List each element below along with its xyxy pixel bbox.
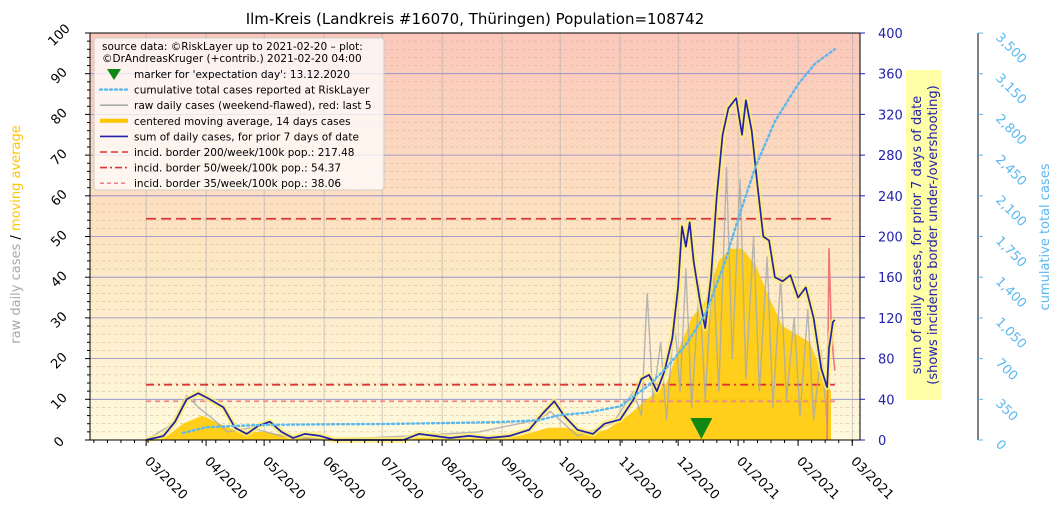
left-axis-tick-label: 30: [48, 309, 70, 331]
left-axis-tick-label: 40: [48, 269, 70, 291]
left-axis-tick-label: 70: [48, 146, 70, 168]
moving-average-fill: [146, 248, 832, 440]
right-axis-2-tick-label: 700: [992, 356, 1020, 384]
source-note: ©DrAndreasKruger (+contrib.) 2021-02-20 …: [102, 53, 362, 65]
right-axis-2-tick-label: 1,750: [992, 234, 1029, 271]
legend-marker-triangle: [107, 69, 121, 80]
left-axis-tick-label: 50: [48, 228, 70, 250]
x-axis-tick-label: 05/2020: [259, 454, 308, 503]
right-axis-2-tick-label: 350: [992, 397, 1020, 425]
left-axis-tick-label: 10: [48, 391, 70, 413]
right-axis-1-tick-label: 360: [878, 68, 903, 83]
incidence-borders: [146, 217, 835, 403]
left-axis-label-part: /: [9, 235, 24, 244]
right-axis-2-tick-label: 2,100: [992, 193, 1029, 230]
left-axis-tick-label: 0: [51, 434, 67, 450]
legend-frame: [93, 37, 385, 191]
x-axis-tick-label: 04/2020: [201, 454, 250, 503]
x-axis-tick-label: 03/2021: [847, 454, 896, 503]
x-axis-tick-label: 10/2020: [555, 454, 604, 503]
legend-entry-label: incid. border 50/week/100k pop.: 54.37: [134, 163, 341, 175]
right-axis-1-tick-label: 280: [878, 149, 903, 164]
raw-daily-cases-last5-line: [826, 247, 836, 441]
right-axis-1-tick-label: 200: [878, 231, 903, 246]
x-axis-tick-label: 07/2020: [377, 454, 426, 503]
x-axis-tick-label: 08/2020: [437, 454, 486, 503]
moving-average-area: [146, 248, 832, 440]
right-axis-1-tick-label: 160: [878, 271, 903, 286]
right-axis-1-tick-label: 400: [878, 27, 903, 42]
x-axis-tick-label: 12/2020: [673, 454, 722, 503]
right-axis-2-tick-label: 1,400: [992, 274, 1029, 311]
x-axis-tick-label: 01/2021: [733, 454, 782, 503]
expectation-day-marker: [690, 418, 713, 439]
left-axis-label: raw daily cases / moving average: [9, 125, 24, 343]
left-axis-tick-label: 80: [48, 106, 70, 128]
legend-entry-label: centered moving average, 14 days cases: [134, 116, 351, 128]
left-axis-tick-label: 20: [48, 350, 70, 372]
legend: source data: ©RiskLayer up to 2021-02-20…: [93, 37, 385, 191]
right-axis-1-label: sum of daily cases, for prior 7 days of …: [910, 96, 925, 375]
series-lines: [145, 48, 838, 443]
right-axis-2-label: cumulative total cases: [1038, 163, 1053, 310]
right-axis-1-tick-label: 240: [878, 190, 903, 205]
left-axis-tick-label: 90: [48, 65, 70, 87]
legend-entry-label: sum of daily cases, for prior 7 days of …: [134, 131, 359, 143]
legend-entry-label: raw daily cases (weekend-flawed), red: l…: [134, 100, 372, 112]
right-axis-1-label-box: [906, 70, 942, 400]
right-axis-2-tick-label: 0: [992, 437, 1008, 453]
cumulative-total-line: [181, 48, 836, 435]
right-axis-2-tick-label: 3,500: [992, 30, 1029, 67]
right-axis-1-tick-label: 0: [878, 434, 886, 449]
right-axis-2-tick-label: 3,150: [992, 71, 1029, 108]
left-axis-tick-label: 100: [45, 21, 73, 49]
legend-entry-label: marker for 'expectation day': 13.12.2020: [134, 69, 350, 81]
x-axis-tick-label: 11/2020: [615, 454, 664, 503]
right-axis-1-label: (shows incidence border under-/overshoot…: [926, 85, 941, 385]
left-axis-tick-label: 60: [48, 187, 70, 209]
right-axis-1-tick-label: 80: [878, 353, 895, 368]
right-axis-2-tick-label: 1,050: [992, 315, 1029, 352]
right-axis-2-tick-label: 2,450: [992, 152, 1029, 189]
x-axis-tick-label: 03/2020: [141, 454, 190, 503]
right-axis-1-tick-label: 40: [878, 393, 895, 408]
x-axis-tick-label: 02/2021: [793, 454, 842, 503]
legend-entry-label: incid. border 35/week/100k pop.: 38.06: [134, 178, 341, 190]
weekly-sum-line: [145, 97, 836, 441]
x-axis-tick-label: 06/2020: [319, 454, 368, 503]
right-axis-1-tick-label: 320: [878, 108, 903, 123]
chart-title: Ilm-Kreis (Landkreis #16070, Thüringen) …: [246, 10, 705, 28]
right-axis-1-tick-label: 120: [878, 312, 903, 327]
legend-entry-label: cumulative total cases reported at RiskL…: [134, 85, 370, 97]
x-axis-tick-label: 09/2020: [497, 454, 546, 503]
source-note: source data: ©RiskLayer up to 2021-02-20…: [102, 41, 363, 53]
right-axis-2-tick-label: 2,800: [992, 112, 1029, 149]
legend-entry-label: incid. border 200/week/100k pop.: 217.48: [134, 147, 354, 159]
left-axis-label-part: moving average: [9, 125, 24, 235]
left-axis-label-part: raw daily cases: [9, 243, 24, 343]
